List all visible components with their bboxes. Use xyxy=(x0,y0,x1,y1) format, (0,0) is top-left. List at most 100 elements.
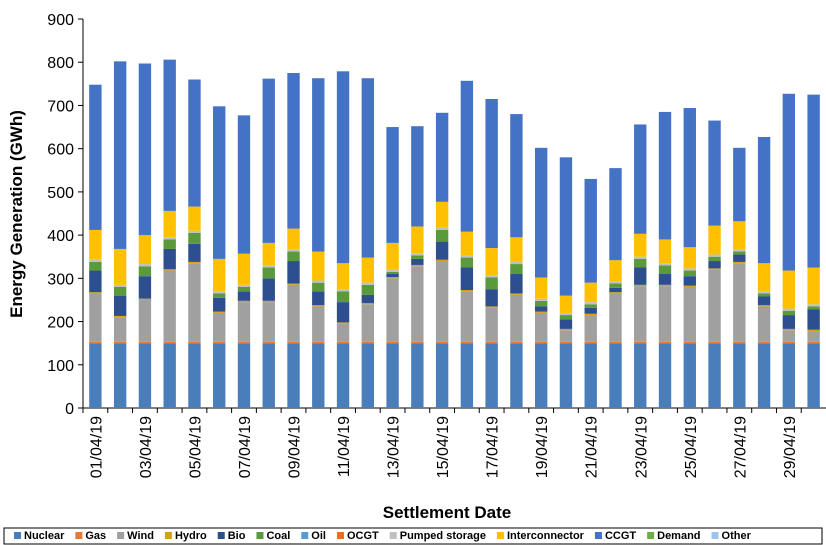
bar-segment xyxy=(262,265,275,268)
bar-segment xyxy=(807,331,820,342)
bar-segment xyxy=(411,253,424,256)
bar-segment xyxy=(262,302,275,342)
bar-segment xyxy=(89,229,102,260)
bar-segment xyxy=(435,201,449,228)
legend-label: Pumped storage xyxy=(400,530,486,542)
bar-segment xyxy=(658,286,672,342)
y-tick-label: 300 xyxy=(47,271,74,288)
bar-segment xyxy=(336,291,350,303)
x-tick-label: 07/04/19 xyxy=(237,416,254,478)
bar-segment xyxy=(757,296,771,306)
bar-segment xyxy=(584,307,597,314)
bar-segment xyxy=(386,269,399,272)
bar-segment xyxy=(708,120,721,226)
bar-segment xyxy=(213,293,226,298)
bar-segment xyxy=(188,230,201,233)
bar-segment xyxy=(163,341,176,344)
bar-segment xyxy=(113,248,127,285)
bar-segment xyxy=(113,284,127,287)
x-tick-label: 11/04/19 xyxy=(336,416,353,477)
bar-segment xyxy=(287,228,300,250)
bar-segment xyxy=(782,315,796,329)
bar-segment xyxy=(609,341,622,344)
bar-segment xyxy=(534,300,548,307)
bar-segment xyxy=(460,343,474,408)
bar-segment xyxy=(733,249,746,252)
y-tick-label: 500 xyxy=(47,185,74,202)
bar-segment xyxy=(312,280,325,283)
bar-segment xyxy=(460,267,474,291)
bar-segment xyxy=(386,277,399,279)
bar-segment xyxy=(658,265,672,275)
bar-segment xyxy=(138,63,152,236)
bar-segment xyxy=(411,266,424,342)
bar-segment xyxy=(534,311,548,313)
legend-swatch xyxy=(301,532,309,539)
bar-segment xyxy=(361,257,375,283)
bar-segment xyxy=(609,292,622,294)
legend-label: Nuclear xyxy=(24,530,65,542)
y-tick-label: 400 xyxy=(47,228,74,245)
bar-segment xyxy=(89,261,102,271)
bar-segment xyxy=(658,284,672,287)
bar-segment xyxy=(782,343,796,408)
bar-segment xyxy=(708,341,721,344)
bar-segment xyxy=(386,274,399,278)
bar-segment xyxy=(683,285,696,287)
y-tick-label: 700 xyxy=(47,98,74,115)
bar-segment xyxy=(336,343,350,408)
bar-segment xyxy=(634,124,647,234)
x-tick-label: 01/04/19 xyxy=(88,416,105,478)
bar-segment xyxy=(113,343,127,408)
bar-segment xyxy=(460,291,474,342)
bar-segment xyxy=(386,271,399,275)
bar-segment xyxy=(411,341,424,344)
y-tick-label: 600 xyxy=(47,142,74,159)
bar-segment xyxy=(683,108,696,248)
bar-segment xyxy=(361,343,375,408)
bar-segment xyxy=(287,251,300,262)
bar-segment xyxy=(757,305,771,307)
bar-segment xyxy=(757,291,771,294)
bar-segment xyxy=(807,329,820,332)
bar-segment xyxy=(89,343,102,408)
bar-segment xyxy=(708,343,721,408)
bar-segment xyxy=(213,341,226,344)
bar-segment xyxy=(188,261,201,264)
bar-segment xyxy=(237,253,251,285)
bar-segment xyxy=(510,294,523,342)
bar-segment xyxy=(262,341,275,344)
bar-segment xyxy=(386,341,399,344)
bar-segment xyxy=(361,304,375,342)
bar-segment xyxy=(658,341,672,344)
bar-segment xyxy=(634,284,647,287)
bar-segment xyxy=(658,239,672,264)
bar-segment xyxy=(237,291,251,301)
bar-segment xyxy=(733,263,746,342)
bar-segment xyxy=(113,315,127,318)
bar-segment xyxy=(584,302,597,305)
bar-segment xyxy=(361,341,375,344)
bar-segment xyxy=(138,341,152,344)
x-axis-title: Settlement Date xyxy=(383,503,511,522)
bar-segment xyxy=(510,274,523,294)
bar-segment xyxy=(213,106,226,259)
bar-segment xyxy=(435,112,449,202)
bar-segment xyxy=(361,284,375,295)
bar-segment xyxy=(435,261,449,342)
legend-swatch xyxy=(336,532,344,539)
bar-segment xyxy=(559,343,573,408)
bar-segment xyxy=(237,286,251,292)
bar-segment xyxy=(733,221,746,250)
bar-segment xyxy=(312,305,325,307)
bar-segment xyxy=(312,251,325,281)
bar-segment xyxy=(386,127,399,243)
bar-segment xyxy=(485,98,498,249)
bar-segment xyxy=(386,242,399,270)
x-tick-label: 09/04/19 xyxy=(287,416,304,478)
bar-segment xyxy=(683,270,696,277)
y-tick-label: 800 xyxy=(47,55,74,72)
legend-label: Bio xyxy=(228,530,246,542)
bar-segment xyxy=(782,93,796,271)
